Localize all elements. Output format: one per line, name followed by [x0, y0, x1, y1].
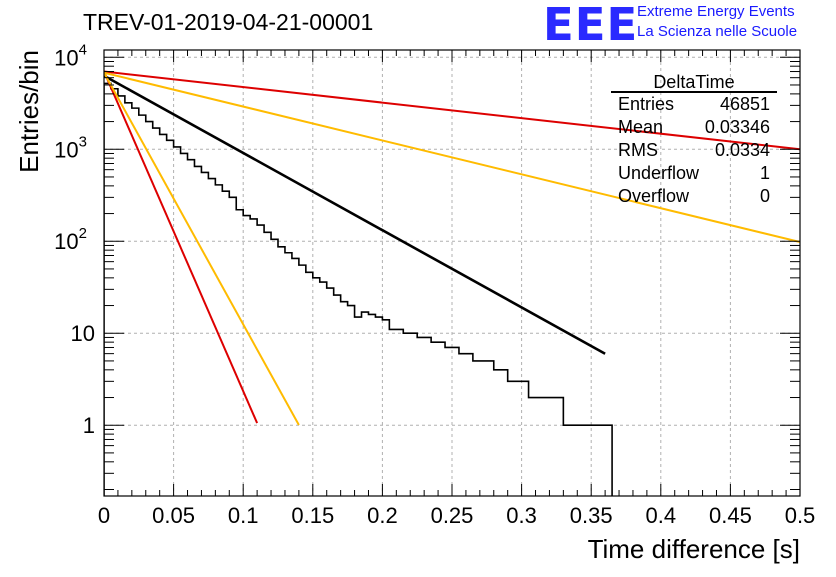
fit-line-4 [104, 70, 800, 151]
x-tick-label: 0 [98, 503, 110, 528]
y-tick-label: 1 [83, 413, 95, 438]
stats-value: 0.03346 [705, 117, 770, 137]
eee-logo-line2: La Scienza nelle Scuole [637, 23, 798, 40]
y-tick-label: 104 [54, 41, 87, 70]
fit-line-3 [104, 72, 300, 426]
y-tick-label: 10 [71, 321, 95, 346]
fit-line-5 [104, 71, 800, 244]
stats-value: 0 [760, 186, 770, 206]
stats-label: RMS [618, 140, 658, 160]
fit-line-1 [104, 74, 606, 355]
x-tick-label: 0.35 [570, 503, 613, 528]
x-axis-title: Time difference [s] [588, 534, 800, 564]
stats-label: Mean [618, 117, 663, 137]
histogram-bins [104, 82, 613, 496]
x-tick-label: 0.1 [228, 503, 259, 528]
x-tick-label: 0.4 [646, 503, 677, 528]
stats-label: Overflow [618, 186, 690, 206]
y-tick-label: 102 [54, 225, 87, 254]
x-tick-label: 0.5 [785, 503, 816, 528]
x-tick-label: 0.15 [291, 503, 334, 528]
stats-value: 1 [760, 163, 770, 183]
y-axis-title: Entries/bin [14, 50, 44, 173]
stats-value: 0.0334 [715, 140, 770, 160]
eee-logo: EEE [543, 0, 639, 51]
run-title: TREV-01-2019-04-21-00001 [83, 9, 374, 35]
stats-label: Entries [618, 94, 674, 114]
x-tick-label: 0.3 [506, 503, 537, 528]
x-tick-label: 0.45 [709, 503, 752, 528]
stats-box-title: DeltaTime [653, 72, 734, 92]
stats-label: Underflow [618, 163, 700, 183]
stats-value: 46851 [720, 94, 770, 114]
x-tick-label: 0.2 [367, 503, 398, 528]
x-tick-label: 0.25 [431, 503, 474, 528]
x-tick-label: 0.05 [152, 503, 195, 528]
fit-line-2 [104, 71, 259, 424]
eee-logo-line1: Extreme Energy Events [637, 3, 795, 20]
y-tick-label: 103 [54, 133, 87, 162]
